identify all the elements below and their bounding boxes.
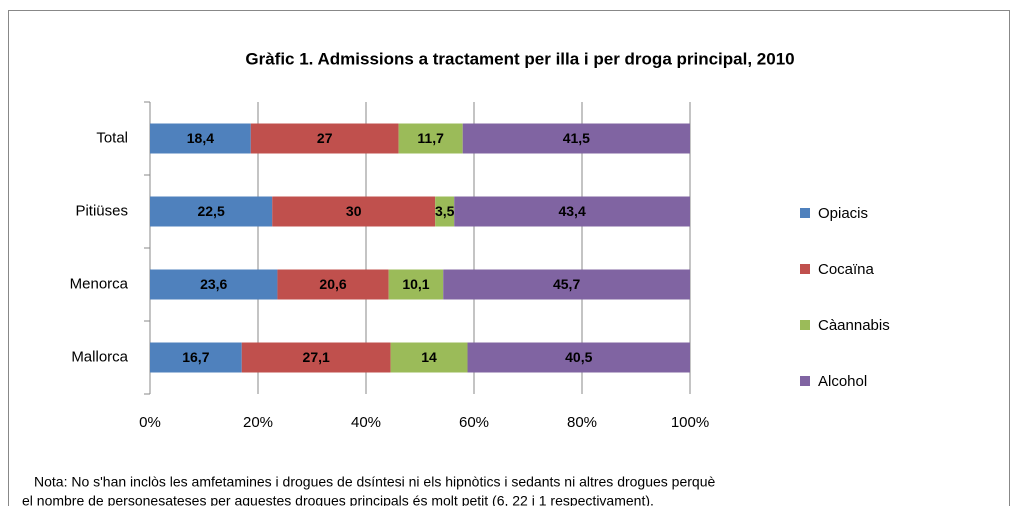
y-tick-label: Pitiüses [75,202,128,219]
bar-segment [398,123,463,154]
legend-label: Cocaïna [818,261,875,278]
note: Nota: No s'han inclòs les amfetamines i … [34,474,715,490]
legend-label: Opiacis [818,205,868,222]
value-label: 20,6 [319,276,346,292]
x-tick-label: 80% [567,414,597,431]
legend-label: Alcohol [818,373,867,390]
legend-swatch [800,320,810,330]
x-tick-label: 60% [459,414,489,431]
bar-segment [454,196,690,227]
value-label: 45,7 [553,276,580,292]
bar-segment [150,196,273,227]
value-label: 27,1 [303,349,330,365]
value-label: 10,1 [402,276,429,292]
x-tick-label: 100% [671,414,709,431]
value-label: 18,4 [187,130,214,146]
chart-border [8,10,1010,506]
y-tick-label: Mallorca [71,348,128,365]
value-label: 43,4 [558,203,585,219]
value-label: 3,5 [435,203,455,219]
bar-segment [150,123,251,154]
chart-title: Gràfic 1. Admissions a tractament per il… [245,49,794,68]
value-label: 16,7 [182,349,209,365]
value-label: 30 [346,203,362,219]
x-tick-label: 40% [351,414,381,431]
legend-label: Càannabis [818,317,890,334]
value-label: 41,5 [563,130,590,146]
bar-segment [150,342,242,373]
value-label: 14 [421,349,437,365]
y-tick-label: Menorca [70,275,129,292]
value-label: 22,5 [197,203,224,219]
y-tick-label: Total [96,129,128,146]
x-tick-label: 20% [243,414,273,431]
x-tick-label: 0% [139,414,161,431]
value-label: 23,6 [200,276,227,292]
value-label: 40,5 [565,349,592,365]
bar-segment [388,269,444,300]
value-label: 27 [317,130,333,146]
bar-segment [443,269,690,300]
bar-segment [241,342,391,373]
bar-segment [462,123,690,154]
bar-segment [390,342,468,373]
bar-segment [435,196,455,227]
bar-segment [467,342,690,373]
value-label: 11,7 [417,130,444,146]
legend-swatch [800,376,810,386]
legend-swatch [800,208,810,218]
bar-segment [272,196,436,227]
bar-segment [277,269,389,300]
bar-segment [150,269,278,300]
legend-swatch [800,264,810,274]
bar-segment [250,123,399,154]
note: el nombre de personesateses per aquestes… [22,493,654,506]
